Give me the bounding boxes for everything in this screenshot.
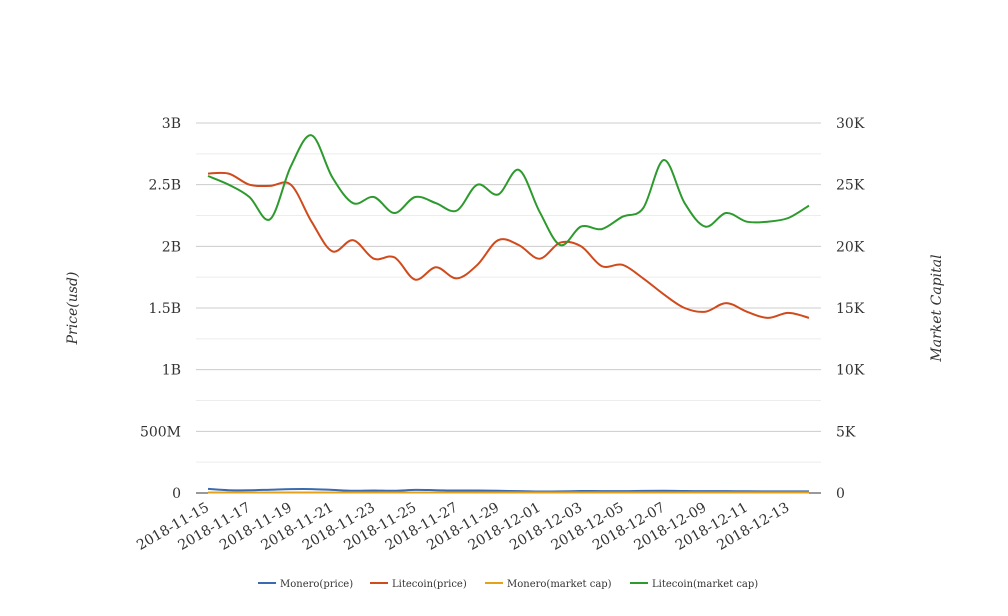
left-tick-label: 2B xyxy=(162,239,181,255)
legend-label: Monero(market cap) xyxy=(507,579,612,590)
left-tick-label: 0 xyxy=(172,486,181,502)
right-axis-ticks: 0 5K 10K 15K 20K 25K 30K xyxy=(836,116,865,502)
legend-item[interactable]: Litecoin(market cap) xyxy=(630,579,758,590)
right-tick-label: 30K xyxy=(836,116,865,132)
legend: Monero(price) Litecoin(price) Monero(marke… xyxy=(258,579,758,590)
legend-label: Litecoin(market cap) xyxy=(652,579,758,590)
legend-label: Monero(price) xyxy=(280,579,353,590)
legend-label: Litecoin(price) xyxy=(392,579,467,590)
right-tick-label: 25K xyxy=(836,178,865,194)
right-tick-label: 0 xyxy=(836,486,845,502)
right-tick-label: 15K xyxy=(836,301,865,317)
legend-item[interactable]: Monero(market cap) xyxy=(485,579,612,590)
series-line-litecoin-market-cap xyxy=(207,134,810,247)
series-lines xyxy=(207,134,810,494)
legend-item[interactable]: Litecoin(price) xyxy=(370,579,467,590)
left-axis-ticks: 0 500M 1B 1.5B 2B 2.5B 3B xyxy=(140,116,181,502)
legend-item[interactable]: Monero(price) xyxy=(258,579,353,590)
x-axis-ticks: 2018-11-152018-11-172018-11-192018-11-21… xyxy=(134,500,792,554)
right-tick-label: 20K xyxy=(836,239,865,255)
left-axis-title: Price(usd) xyxy=(65,272,81,346)
right-tick-label: 5K xyxy=(836,424,856,440)
right-tick-label: 10K xyxy=(836,363,865,379)
grid-lines xyxy=(196,122,821,463)
left-tick-label: 1.5B xyxy=(148,301,181,317)
series-line-litecoin-price xyxy=(207,171,810,319)
left-tick-label: 3B xyxy=(162,116,181,132)
series-line-monero-price xyxy=(207,487,809,493)
left-tick-label: 500M xyxy=(140,424,181,440)
left-tick-label: 1B xyxy=(162,363,181,379)
right-axis-title: Market Capital xyxy=(929,254,945,362)
left-tick-label: 2.5B xyxy=(148,178,181,194)
